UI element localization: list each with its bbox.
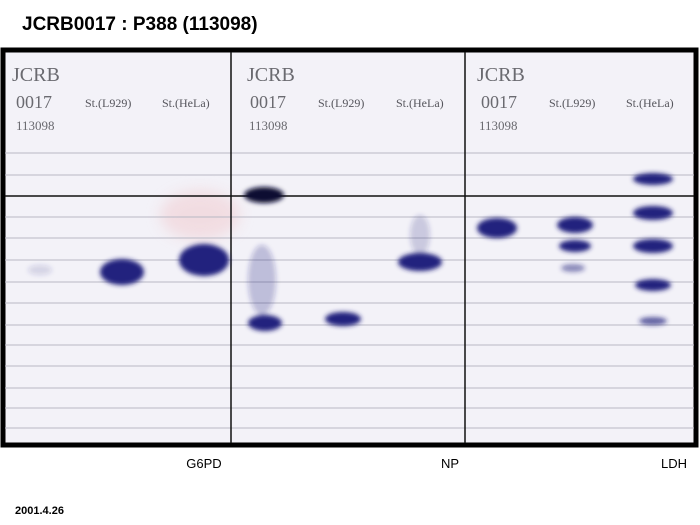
lane-label: St.(HeLa) — [162, 96, 210, 110]
ruled-lines — [5, 52, 694, 443]
panel-id: 0017 — [481, 92, 517, 112]
panel-id: JCRB — [477, 64, 525, 86]
panel-id: 113098 — [16, 118, 55, 133]
panel-id: 0017 — [250, 92, 286, 112]
enzyme-label: NP — [441, 456, 459, 471]
lane-label: St.(L929) — [318, 96, 364, 110]
date: 2001.4.26 — [15, 505, 64, 517]
bands — [28, 173, 673, 331]
panel-id: 113098 — [249, 118, 288, 133]
panel-id: 0017 — [16, 92, 52, 112]
panel-id: JCRB — [12, 64, 60, 86]
lane-label: St.(HeLa) — [396, 96, 444, 110]
panel-id: JCRB — [247, 64, 295, 86]
enzyme-label: G6PD — [186, 456, 221, 471]
stain — [160, 190, 240, 240]
enzyme-label: LDH — [661, 456, 687, 471]
lane-label: St.(HeLa) — [626, 96, 674, 110]
lane-label: St.(L929) — [85, 96, 131, 110]
title: JCRB0017 : P388 (113098) — [22, 14, 258, 35]
lane-label: St.(L929) — [549, 96, 595, 110]
gel: JCRB 0017 113098 St.(L929) St.(HeLa) JCR… — [0, 47, 699, 448]
panel-id: 113098 — [479, 118, 518, 133]
